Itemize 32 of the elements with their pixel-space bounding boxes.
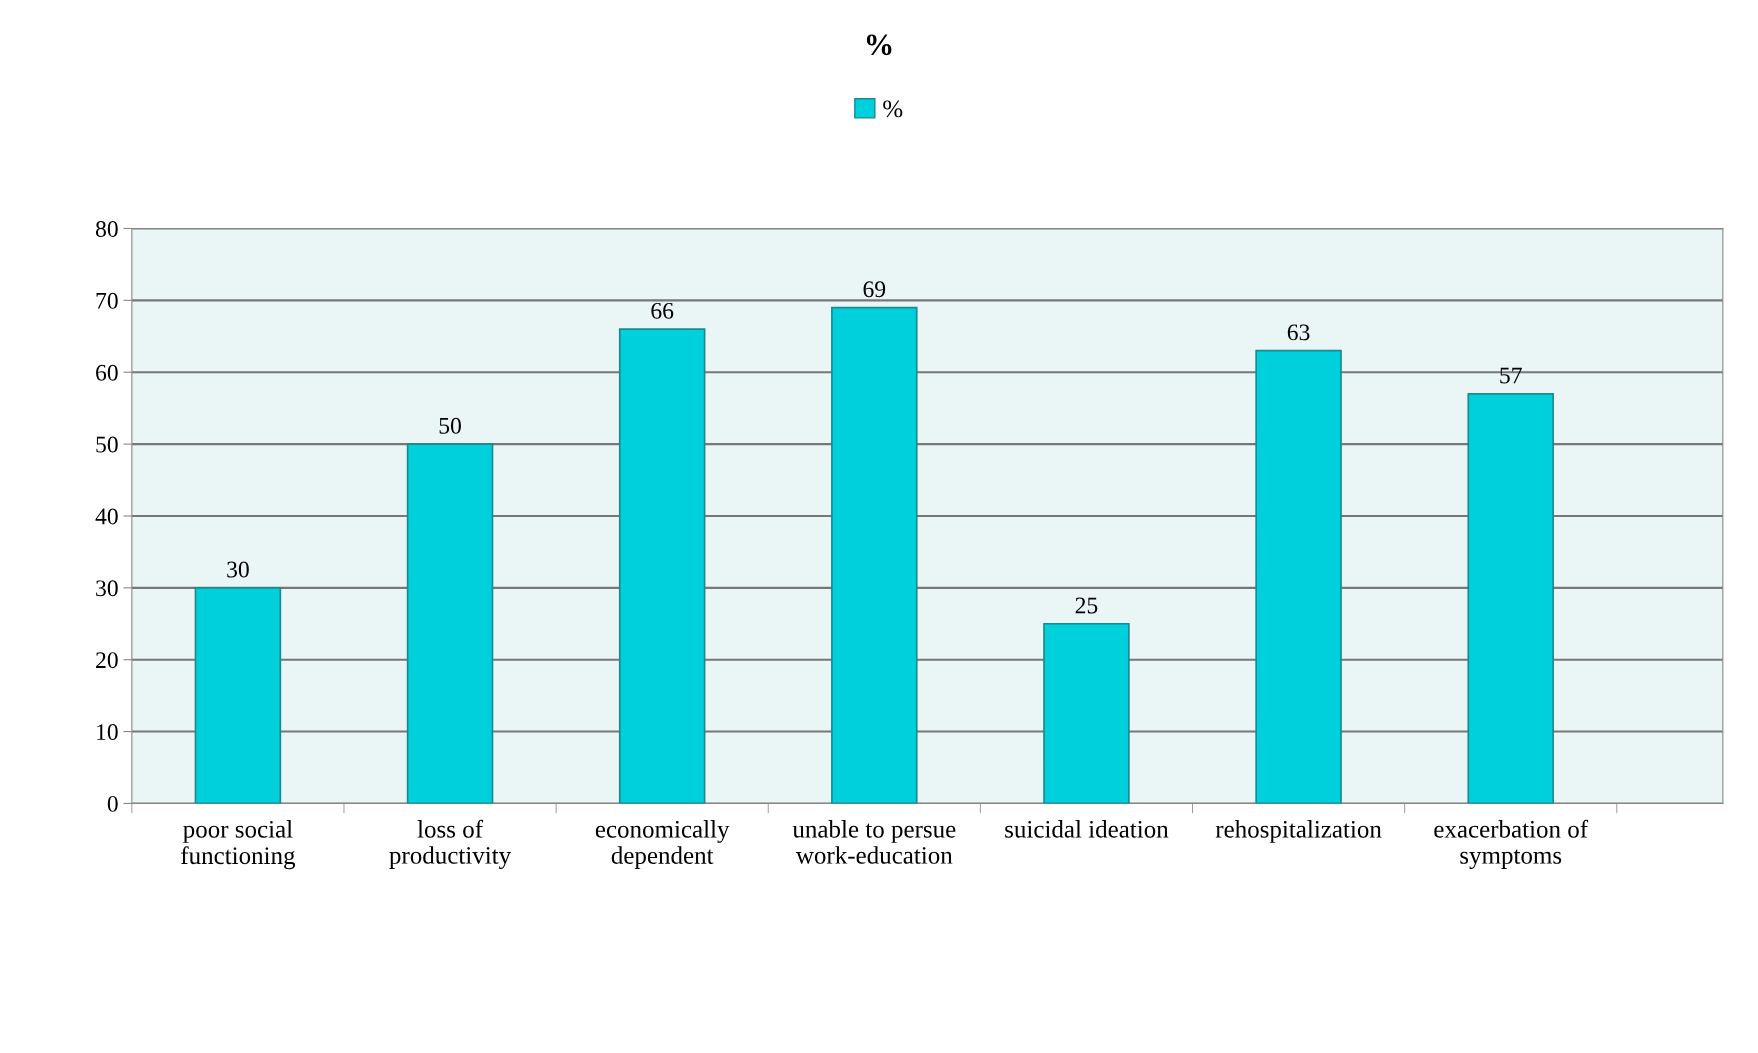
x-tick-label: exacerbation of symptoms (1434, 819, 1589, 869)
data-label: 30 (227, 561, 249, 578)
data-label: 63 (1287, 324, 1310, 341)
bar (831, 306, 918, 804)
y-tick-label: 80 (95, 220, 118, 237)
x-tick-label: poor social functioning (181, 820, 296, 870)
bar (618, 328, 706, 804)
data-label: 69 (863, 281, 886, 298)
y-tick-label: 60 (96, 364, 118, 381)
bar (1255, 349, 1342, 804)
x-tick-label: rehospitalization (1215, 820, 1382, 843)
data-label: 57 (1500, 367, 1522, 384)
bar (406, 443, 494, 804)
chart-title: % (866, 34, 892, 56)
x-tick-label: unable to persue work-education (792, 820, 956, 864)
y-tick-label: 40 (95, 508, 118, 525)
data-label: 25 (1075, 597, 1098, 614)
bar (1467, 392, 1554, 804)
y-tick-label: 50 (96, 436, 118, 453)
x-tick-label: economically dependent (595, 820, 730, 869)
x-tick-label: loss of productivity (389, 819, 512, 869)
bar (1043, 622, 1130, 804)
y-tick-label: 70 (96, 292, 118, 309)
y-tick-label: 10 (97, 724, 118, 740)
bar (194, 587, 282, 804)
data-label: 66 (651, 302, 674, 319)
legend-label: % (883, 100, 903, 118)
x-tick-label: suicidal ideation (1005, 820, 1169, 838)
y-tick-label: 30 (96, 580, 118, 597)
y-tick-label: 20 (96, 652, 118, 669)
data-label: 50 (439, 417, 461, 434)
y-tick-label: 0 (107, 795, 118, 812)
